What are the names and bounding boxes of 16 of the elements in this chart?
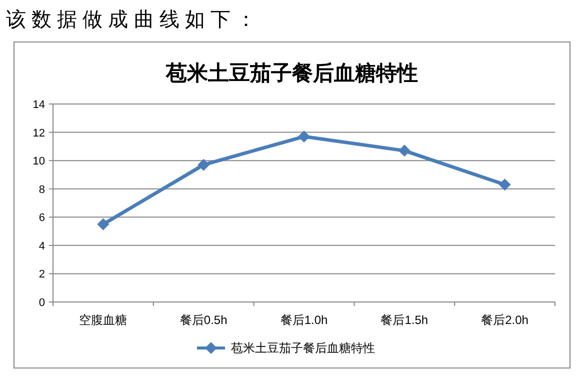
x-tick-label: 餐后1.0h [280,313,328,327]
x-tick-label: 餐后1.5h [380,313,428,327]
legend: 苞米土豆茄子餐后血糖特性 [231,341,375,355]
y-tick-label: 2 [38,268,45,281]
title: 苞米土豆茄子餐后血糖特性 [166,62,418,85]
y-tick-label: 14 [32,99,45,111]
y-tick-label: 6 [38,212,45,224]
y-tick-label: 8 [38,184,45,196]
x-tick-label: 餐后2.0h [481,313,528,327]
annotation: 该 数 据 做 成 曲 线 如 下 ： [6,9,256,31]
y-tick-label: 0 [38,297,45,309]
y-tick-label: 10 [32,156,45,168]
x-tick-label: 空腹血糖 [79,313,128,327]
x-tick-label: 餐后0.5h [180,313,228,327]
y-tick-label: 4 [38,240,45,252]
y-tick-label: 12 [32,127,45,140]
